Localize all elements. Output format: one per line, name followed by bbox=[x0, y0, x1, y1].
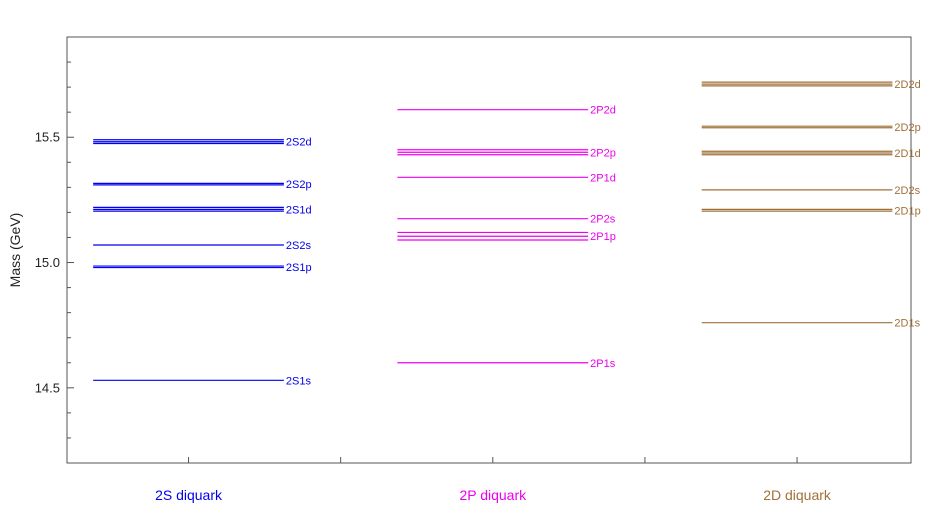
level-label: 2D1s bbox=[894, 318, 920, 330]
level-label: 2P1s bbox=[590, 358, 616, 370]
level-label: 2D1p bbox=[894, 205, 920, 217]
y-tick-label: 15.0 bbox=[35, 255, 60, 270]
series-1: 2S1s 2S1p 2S2s 2S1d 2S2p 2S2d bbox=[93, 137, 312, 387]
levels-group: 2S1s 2S1p 2S2s 2S1d 2S2p 2S2d 2P1s 2P1p 2P2s 2P1d… bbox=[93, 79, 921, 387]
level-label: 2P2s bbox=[590, 214, 616, 226]
series-2: 2P1s 2P1p 2P2s 2P1d 2P2p 2P2d bbox=[397, 105, 616, 370]
level-label: 2P1d bbox=[590, 172, 616, 184]
level-label: 2S1s bbox=[286, 375, 312, 387]
x-axis: 2S diquark 2P diquark 2D diquark bbox=[155, 457, 832, 503]
level-label: 2S1p bbox=[286, 262, 312, 274]
category-label: 2P diquark bbox=[459, 487, 527, 503]
level-label: 2D2p bbox=[894, 122, 920, 134]
level-label: 2P2d bbox=[590, 105, 616, 117]
level-label: 2S2s bbox=[286, 240, 312, 252]
level-label: 2S2p bbox=[286, 179, 312, 191]
y-tick-label: 15.5 bbox=[35, 130, 60, 145]
category-label: 2D diquark bbox=[763, 487, 832, 503]
plot-frame bbox=[66, 36, 912, 464]
level-label: 2P1p bbox=[590, 231, 616, 243]
level-label: 2D2d bbox=[894, 79, 920, 91]
level-label: 2D1d bbox=[894, 148, 920, 160]
level-label: 2P2p bbox=[590, 147, 616, 159]
category-label: 2S diquark bbox=[155, 487, 223, 503]
level-label: 2D2s bbox=[894, 185, 920, 197]
y-axis: 14.5 15.0 15.5 bbox=[35, 36, 74, 464]
level-label: 2S1d bbox=[286, 204, 312, 216]
y-tick-label: 14.5 bbox=[35, 380, 60, 395]
series-3: 2D1s 2D1p 2D2s 2D1d 2D2p 2D2d bbox=[701, 79, 921, 330]
level-label: 2S2d bbox=[286, 137, 312, 149]
y-axis-label: Mass (GeV) bbox=[7, 213, 23, 288]
